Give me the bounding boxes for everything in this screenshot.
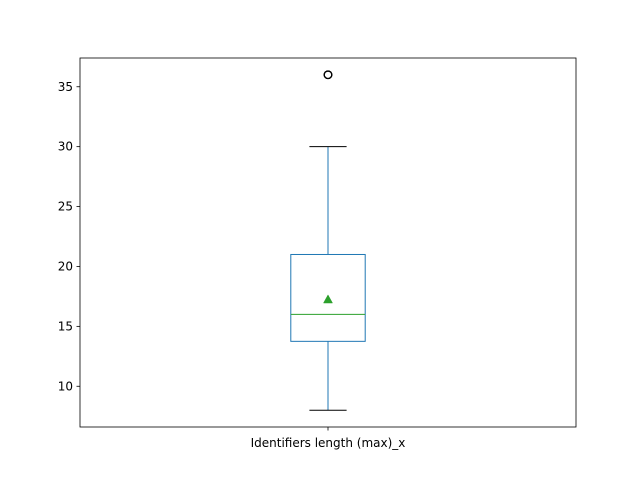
x-tick-label: Identifiers length (max)_x xyxy=(251,436,406,450)
outlier-point xyxy=(323,70,333,80)
y-axis: 10 15 20 25 30 35 xyxy=(58,80,80,393)
iqr-box xyxy=(290,253,366,342)
box-series xyxy=(290,70,366,411)
y-tick-label: 35 xyxy=(58,80,73,94)
y-tick-label: 30 xyxy=(58,140,73,154)
y-tick-label: 25 xyxy=(58,200,73,214)
mean-marker xyxy=(323,294,333,304)
y-tick-label: 15 xyxy=(58,319,73,333)
y-tick-label: 20 xyxy=(58,259,73,273)
x-axis: Identifiers length (max)_x xyxy=(251,427,406,450)
y-tick-label: 10 xyxy=(58,379,73,393)
